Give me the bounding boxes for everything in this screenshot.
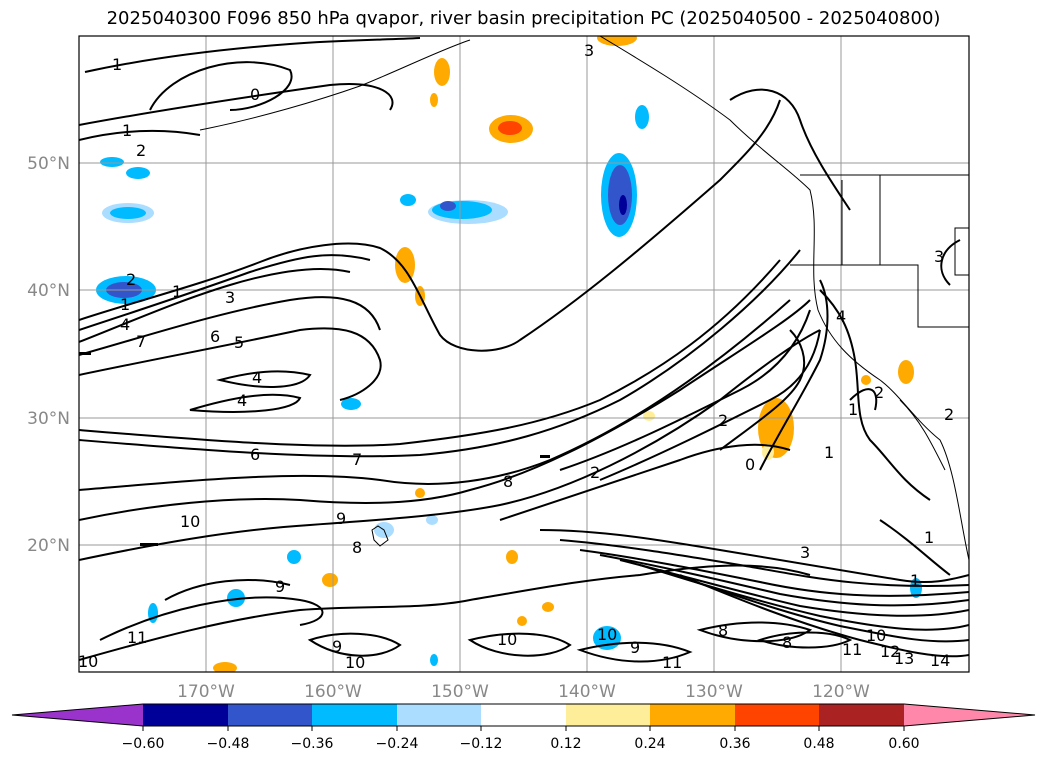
colorbar-segment (650, 704, 735, 726)
contour-label: 8 (782, 633, 792, 652)
contour-label: 2 (718, 411, 728, 430)
contour-label: 4 (252, 368, 262, 387)
colorbar-tick-label: −0.60 (122, 736, 165, 752)
contour-label: 10 (597, 625, 617, 644)
lat-label-20n: 20°N (27, 536, 70, 556)
contour-label: 9 (336, 509, 346, 528)
contour-label: 1 (112, 55, 122, 74)
lon-label-120w: 120°W (812, 682, 870, 702)
contour-label: 14 (930, 651, 950, 670)
lon-label-130w: 130°W (685, 682, 743, 702)
lat-label-40n: 40°N (27, 281, 70, 301)
contour-label: 2 (944, 405, 954, 424)
contour-label: 10 (78, 652, 98, 671)
contour-label: 11 (662, 653, 682, 672)
contour-label: 9 (332, 637, 342, 656)
colorbar-tick-label: −0.12 (460, 736, 503, 752)
colorbar-segment (143, 704, 228, 726)
contour-label: 6 (250, 445, 260, 464)
contour-label: 9 (275, 577, 285, 596)
colorbar-segment (819, 704, 904, 726)
colorbar-segment (397, 704, 481, 726)
colorbar-extend-high (904, 704, 1035, 726)
colorbar-tick-label: 0.24 (634, 736, 665, 752)
colorbar-tick-label: 0.48 (803, 736, 834, 752)
contour-label: 0 (250, 85, 260, 104)
contour-label: 1 (122, 121, 132, 140)
lon-label-170w: 170°W (177, 682, 235, 702)
lon-label-160w: 160°W (304, 682, 362, 702)
contour-label: 1 (824, 443, 834, 462)
colorbar-tick-label: −0.36 (291, 736, 334, 752)
colorbar-segment (735, 704, 819, 726)
precip-shading (96, 36, 922, 672)
contour-label: 2 (874, 383, 884, 402)
contour-label: 3 (800, 543, 810, 562)
contour-label: 1 (910, 571, 920, 590)
contour-label: 8 (503, 472, 513, 491)
colorbar-tick-label: −0.24 (376, 736, 419, 752)
contour-label: 1 (848, 400, 858, 419)
contour-label: 1 (172, 282, 182, 301)
contour-labels: 1 0 1 2 3 3 2 1 1 4 7 6 5 4 4 6 7 8 9 10… (78, 41, 954, 672)
latitude-labels: 50°N 40°N 30°N 20°N (27, 154, 70, 556)
contour-label: 8 (352, 538, 362, 557)
contour-label: 10 (180, 512, 200, 531)
qvapor-contours (79, 37, 969, 663)
contour-label: 1 (924, 528, 934, 547)
contour-label: 10 (866, 626, 886, 645)
contour-label: 3 (584, 41, 594, 60)
colorbar-segment (312, 704, 397, 726)
contour-label: 3 (934, 247, 944, 266)
colorbar-segment (481, 704, 566, 726)
contour-label: 4 (836, 307, 846, 326)
lat-label-30n: 30°N (27, 409, 70, 429)
contour-label: 13 (894, 649, 914, 668)
contour-label: 7 (352, 450, 362, 469)
contour-label: 2 (136, 141, 146, 160)
contour-label: 2 (126, 270, 136, 289)
contour-label: 1 (120, 295, 130, 314)
contour-label: 4 (120, 315, 130, 334)
plot-frame (78, 35, 970, 673)
colorbar-tick-label: −0.48 (207, 736, 250, 752)
longitude-labels: 170°W 160°W 150°W 140°W 130°W 120°W (177, 682, 870, 702)
colorbar-extend-low (12, 704, 143, 726)
contour-label: 10 (497, 630, 517, 649)
colorbar-segment (228, 704, 312, 726)
colorbar-tick-label: 0.36 (719, 736, 750, 752)
contour-label: 5 (234, 333, 244, 352)
contour-label: 6 (210, 327, 220, 346)
contour-label: 10 (345, 653, 365, 672)
colorbar-tick-label: 0.12 (550, 736, 581, 752)
contour-label: 11 (842, 640, 862, 659)
colorbar-tick-label: 0.60 (888, 736, 919, 752)
contour-label: 11 (127, 628, 147, 647)
contour-label: 4 (237, 391, 247, 410)
lon-label-140w: 140°W (558, 682, 616, 702)
map-title: 2025040300 F096 850 hPa qvapor, river ba… (106, 8, 941, 29)
lon-label-150w: 150°W (431, 682, 489, 702)
contour-label: 7 (136, 332, 146, 351)
contour-label: 0 (745, 455, 755, 474)
contour-label: 2 (590, 463, 600, 482)
contour-label: 9 (630, 638, 640, 657)
colorbar: −0.60 −0.48 −0.36 −0.24 −0.12 0.12 0.24 … (11, 703, 1036, 752)
contour-label: 8 (718, 621, 728, 640)
small-features (79, 352, 550, 546)
colorbar-segment (566, 704, 650, 726)
contour-label: 3 (225, 288, 235, 307)
coastlines (199, 36, 969, 561)
lat-label-50n: 50°N (27, 154, 70, 174)
contour-label: 12 (880, 642, 900, 661)
